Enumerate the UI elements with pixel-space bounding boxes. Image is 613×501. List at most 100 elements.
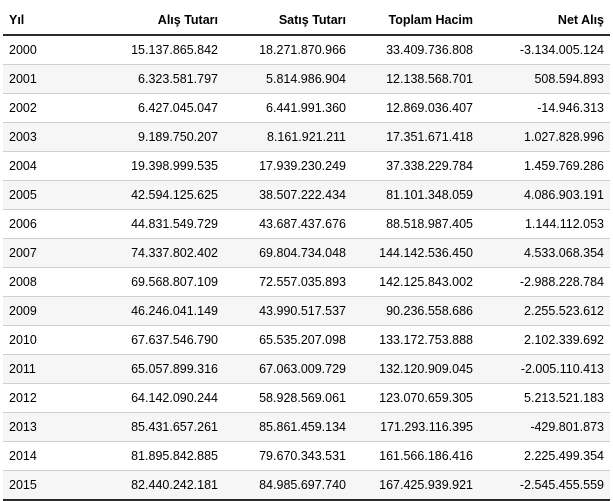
buy-amount-cell: 46.246.041.149 xyxy=(91,296,224,326)
table-body: 2000 15.137.865.842 18.271.870.966 33.409.7… xyxy=(3,35,610,501)
total-volume-cell: 161.566.186.416 xyxy=(352,441,479,471)
buy-amount-cell: 44.831.549.729 xyxy=(91,209,224,239)
year-cell: 2004 xyxy=(3,151,91,181)
buy-amount-cell: 19.398.999.535 xyxy=(91,151,224,181)
net-buy-cell: -429.801.873 xyxy=(479,412,610,442)
buy-amount-cell: 9.189.750.207 xyxy=(91,122,224,152)
buy-amount-cell: 42.594.125.625 xyxy=(91,180,224,210)
sell-amount-cell: 69.804.734.048 xyxy=(224,238,352,268)
year-cell: 2001 xyxy=(3,64,91,94)
net-buy-cell: 5.213.521.183 xyxy=(479,383,610,413)
sell-amount-cell: 6.441.991.360 xyxy=(224,93,352,123)
year-cell: 2012 xyxy=(3,383,91,413)
column-header-year: Yıl xyxy=(3,6,91,36)
buy-amount-cell: 65.057.899.316 xyxy=(91,354,224,384)
net-buy-cell: 1.459.769.286 xyxy=(479,151,610,181)
buy-amount-cell: 15.137.865.842 xyxy=(91,35,224,65)
table-row: 2012 64.142.090.244 58.928.569.061 123.070.… xyxy=(3,383,610,413)
column-header-buy-amount: Alış Tutarı xyxy=(91,6,224,36)
table-row: 2007 74.337.802.402 69.804.734.048 144.142.… xyxy=(3,238,610,268)
net-buy-cell: 1.027.828.996 xyxy=(479,122,610,152)
total-volume-cell: 17.351.671.418 xyxy=(352,122,479,152)
buy-amount-cell: 85.431.657.261 xyxy=(91,412,224,442)
net-buy-cell: -2.988.228.784 xyxy=(479,267,610,297)
net-buy-cell: 2.102.339.692 xyxy=(479,325,610,355)
column-header-net-buy: Net Alış xyxy=(479,6,610,36)
year-cell: 2003 xyxy=(3,122,91,152)
year-cell: 2007 xyxy=(3,238,91,268)
total-volume-cell: 144.142.536.450 xyxy=(352,238,479,268)
sell-amount-cell: 79.670.343.531 xyxy=(224,441,352,471)
table-row: 2011 65.057.899.316 67.063.009.729 132.120.… xyxy=(3,354,610,384)
sell-amount-cell: 43.990.517.537 xyxy=(224,296,352,326)
total-volume-cell: 12.869.036.407 xyxy=(352,93,479,123)
buy-amount-cell: 69.568.807.109 xyxy=(91,267,224,297)
net-buy-cell: 2.225.499.354 xyxy=(479,441,610,471)
net-buy-cell: 1.144.112.053 xyxy=(479,209,610,239)
net-buy-cell: 4.086.903.191 xyxy=(479,180,610,210)
table-row: 2013 85.431.657.261 85.861.459.134 171.293.… xyxy=(3,412,610,442)
year-cell: 2002 xyxy=(3,93,91,123)
buy-amount-cell: 74.337.802.402 xyxy=(91,238,224,268)
buy-amount-cell: 67.637.546.790 xyxy=(91,325,224,355)
table-header: Yıl Alış Tutarı Satış Tutarı Toplam Haci… xyxy=(3,6,610,36)
sell-amount-cell: 5.814.986.904 xyxy=(224,64,352,94)
table-row: 2000 15.137.865.842 18.271.870.966 33.409.7… xyxy=(3,35,610,65)
year-cell: 2014 xyxy=(3,441,91,471)
table-row: 2010 67.637.546.790 65.535.207.098 133.172.… xyxy=(3,325,610,355)
total-volume-cell: 81.101.348.059 xyxy=(352,180,479,210)
total-volume-cell: 133.172.753.888 xyxy=(352,325,479,355)
year-cell: 2013 xyxy=(3,412,91,442)
sell-amount-cell: 43.687.437.676 xyxy=(224,209,352,239)
table-row: 2001 6.323.581.797 5.814.986.904 12.138.568… xyxy=(3,64,610,94)
net-buy-cell: -3.134.005.124 xyxy=(479,35,610,65)
table-row: 2008 69.568.807.109 72.557.035.893 142.125.… xyxy=(3,267,610,297)
header-row: Yıl Alış Tutarı Satış Tutarı Toplam Haci… xyxy=(3,6,610,36)
column-header-total-volume: Toplam Hacim xyxy=(352,6,479,36)
buy-amount-cell: 64.142.090.244 xyxy=(91,383,224,413)
table-row: 2005 42.594.125.625 38.507.222.434 81.101.3… xyxy=(3,180,610,210)
table-row: 2014 81.895.842.885 79.670.343.531 161.566.… xyxy=(3,441,610,471)
year-cell: 2006 xyxy=(3,209,91,239)
total-volume-cell: 90.236.558.686 xyxy=(352,296,479,326)
sell-amount-cell: 65.535.207.098 xyxy=(224,325,352,355)
total-volume-cell: 33.409.736.808 xyxy=(352,35,479,65)
sell-amount-cell: 85.861.459.134 xyxy=(224,412,352,442)
table-row: 2004 19.398.999.535 17.939.230.249 37.338.2… xyxy=(3,151,610,181)
sell-amount-cell: 72.557.035.893 xyxy=(224,267,352,297)
net-buy-cell: -2.005.110.413 xyxy=(479,354,610,384)
sell-amount-cell: 17.939.230.249 xyxy=(224,151,352,181)
year-cell: 2005 xyxy=(3,180,91,210)
net-buy-cell: 2.255.523.612 xyxy=(479,296,610,326)
net-buy-cell: -14.946.313 xyxy=(479,93,610,123)
total-volume-cell: 88.518.987.405 xyxy=(352,209,479,239)
total-volume-cell: 132.120.909.045 xyxy=(352,354,479,384)
total-volume-cell: 123.070.659.305 xyxy=(352,383,479,413)
table-row: 2009 46.246.041.149 43.990.517.537 90.236.5… xyxy=(3,296,610,326)
data-table: Yıl Alış Tutarı Satış Tutarı Toplam Haci… xyxy=(3,6,610,501)
table-row: 2003 9.189.750.207 8.161.921.211 17.351.671… xyxy=(3,122,610,152)
buy-amount-cell: 6.323.581.797 xyxy=(91,64,224,94)
sell-amount-cell: 58.928.569.061 xyxy=(224,383,352,413)
sell-amount-cell: 67.063.009.729 xyxy=(224,354,352,384)
total-volume-cell: 37.338.229.784 xyxy=(352,151,479,181)
year-cell: 2008 xyxy=(3,267,91,297)
total-volume-cell: 12.138.568.701 xyxy=(352,64,479,94)
year-cell: 2010 xyxy=(3,325,91,355)
sell-amount-cell: 18.271.870.966 xyxy=(224,35,352,65)
buy-amount-cell: 6.427.045.047 xyxy=(91,93,224,123)
column-header-sell-amount: Satış Tutarı xyxy=(224,6,352,36)
total-volume-cell: 142.125.843.002 xyxy=(352,267,479,297)
year-cell: 2009 xyxy=(3,296,91,326)
year-cell: 2011 xyxy=(3,354,91,384)
table-row: 2002 6.427.045.047 6.441.991.360 12.869.036… xyxy=(3,93,610,123)
net-buy-cell: 508.594.893 xyxy=(479,64,610,94)
clipped-caption-fragment xyxy=(200,0,430,2)
year-cell: 2000 xyxy=(3,35,91,65)
net-buy-cell: 4.533.068.354 xyxy=(479,238,610,268)
sell-amount-cell: 38.507.222.434 xyxy=(224,180,352,210)
sell-amount-cell: 8.161.921.211 xyxy=(224,122,352,152)
buy-amount-cell: 81.895.842.885 xyxy=(91,441,224,471)
total-volume-cell: 171.293.116.395 xyxy=(352,412,479,442)
table-row: 2006 44.831.549.729 43.687.437.676 88.518.9… xyxy=(3,209,610,239)
